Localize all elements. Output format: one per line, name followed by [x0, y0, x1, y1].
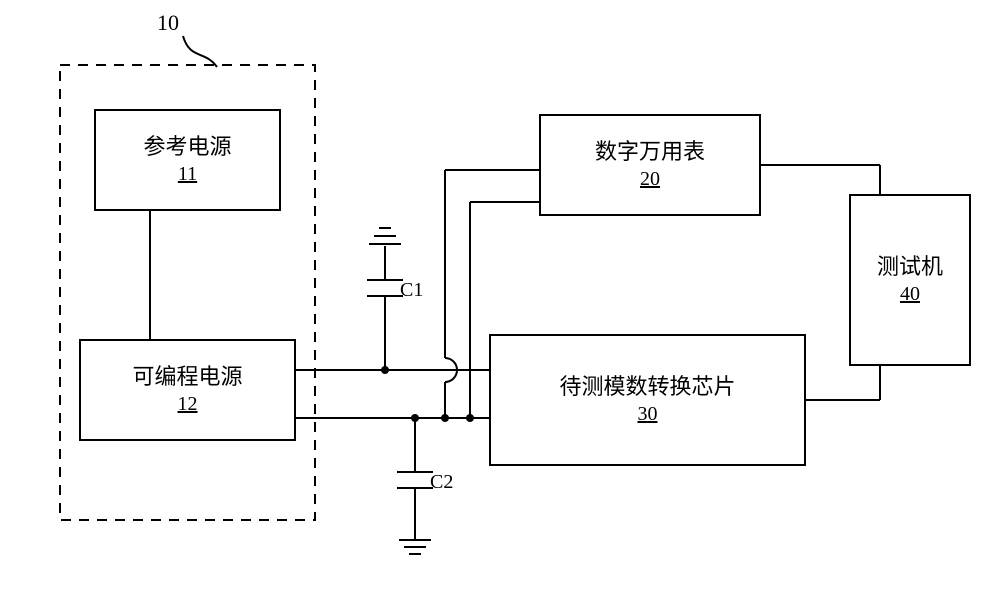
block-ref_ps-sub: 11 — [178, 163, 197, 185]
block-dut — [490, 335, 805, 465]
block-dut-sub: 30 — [638, 403, 658, 425]
group-label: 10 — [157, 10, 179, 35]
block-tester — [850, 195, 970, 365]
node-445-bot — [441, 414, 449, 422]
block-tester-sub: 40 — [900, 283, 920, 305]
block-prog_ps — [80, 340, 295, 440]
node-bot-branch — [466, 414, 474, 422]
block-dut-title: 待测模数转换芯片 — [559, 374, 735, 399]
block-tester-title: 测试机 — [877, 254, 943, 279]
cap-c1-label: C1 — [400, 279, 423, 301]
block-ref_ps-title: 参考电源 — [143, 134, 231, 159]
cap-c2-label: C2 — [430, 471, 453, 493]
block-dmm-sub: 20 — [640, 168, 660, 190]
block-prog_ps-title: 可编程电源 — [132, 364, 242, 389]
block-dmm — [540, 115, 760, 215]
block-dmm-title: 数字万用表 — [595, 139, 705, 164]
group-pointer — [183, 36, 217, 67]
block-ref_ps — [95, 110, 280, 210]
block-prog_ps-sub: 12 — [178, 393, 198, 415]
